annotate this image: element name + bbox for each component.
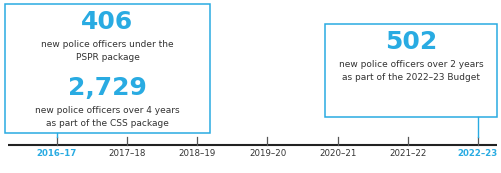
FancyBboxPatch shape [5, 4, 210, 133]
Text: new police officers over 4 years
as part of the CSS package: new police officers over 4 years as part… [35, 106, 180, 128]
Text: 2020–21: 2020–21 [319, 149, 356, 158]
Text: 2,729: 2,729 [68, 76, 147, 100]
Text: 2018–19: 2018–19 [179, 149, 216, 158]
FancyBboxPatch shape [325, 24, 497, 117]
Text: 406: 406 [81, 10, 134, 34]
Text: 2021–22: 2021–22 [389, 149, 426, 158]
Text: 502: 502 [385, 30, 437, 54]
Text: new police officers under the
PSPR package: new police officers under the PSPR packa… [41, 40, 174, 61]
Text: new police officers over 2 years
as part of the 2022–23 Budget: new police officers over 2 years as part… [339, 60, 483, 81]
Text: 2022–23: 2022–23 [458, 149, 498, 158]
Text: 2017–18: 2017–18 [109, 149, 146, 158]
Text: 2019–20: 2019–20 [249, 149, 286, 158]
Text: 2016–17: 2016–17 [37, 149, 77, 158]
